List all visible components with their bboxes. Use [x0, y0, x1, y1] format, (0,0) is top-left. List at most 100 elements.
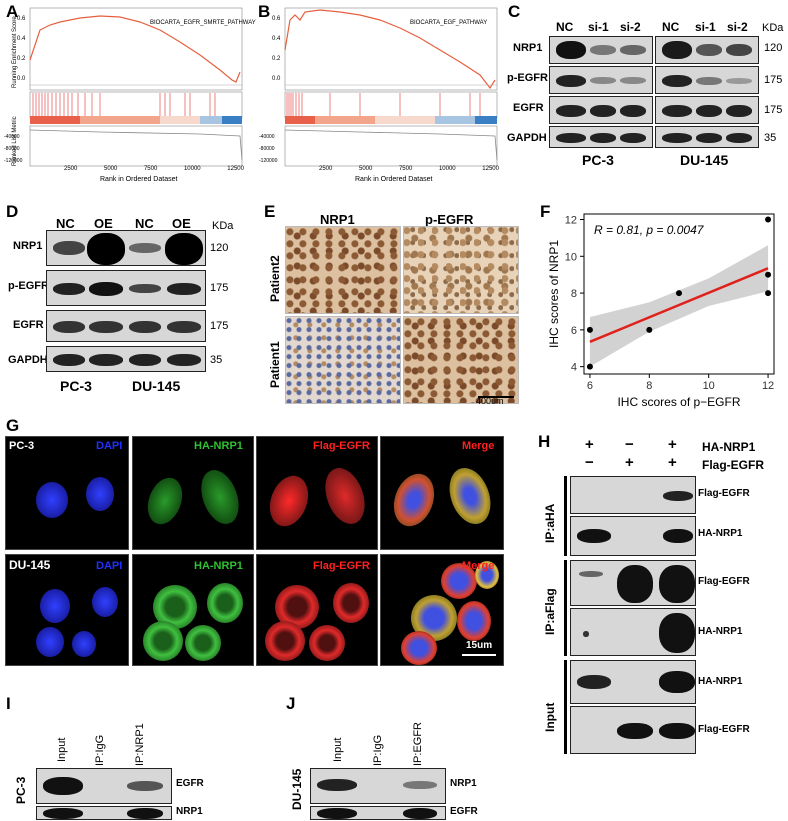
gsea-b-es-frame	[284, 7, 498, 91]
g-scale-text: 15um	[466, 640, 493, 651]
panel-label-a: A	[6, 2, 19, 21]
e-ihc-p2-pegfr	[403, 226, 519, 314]
xtick: 7500	[143, 166, 158, 172]
d-size-175a: 175	[210, 282, 229, 294]
c-blot-pegfr-du	[655, 66, 759, 94]
panel-label-i: I	[6, 694, 11, 713]
xtick: 2500	[64, 166, 78, 172]
f-xtick-label: 12	[762, 380, 774, 392]
j-lane-igg: IP:IgG	[372, 734, 384, 766]
f-ytick-label: 6	[571, 325, 577, 337]
gsea-plots	[29, 7, 498, 167]
i-cell-pc3: PC-3	[14, 776, 28, 804]
j-lane-egfr: IP:EGFR	[412, 721, 424, 766]
f-ytick-label: 12	[565, 215, 577, 227]
j-band-egfr: EGFR	[450, 806, 478, 817]
gsea-b-yticks: 0.6 0.4 0.2 0.0	[272, 16, 280, 82]
h-blot-5	[570, 660, 696, 704]
h-blot-2	[570, 516, 696, 556]
d-blot-egfr	[46, 310, 206, 342]
d-blot-gapdh	[46, 346, 206, 372]
f-data-point	[586, 363, 593, 370]
d-row-pegfr: p-EGFR	[8, 280, 49, 292]
f-ytick-label: 4	[571, 362, 577, 374]
f-ytick-label: 10	[565, 251, 577, 263]
h-ha-sign-3: +	[668, 436, 677, 453]
d-lane-nc-1: NC	[56, 216, 75, 231]
panel-label-b: B	[258, 2, 271, 21]
g-row-du145: DU-145	[9, 558, 51, 572]
f-ytick-label: 8	[571, 288, 577, 300]
c-row-nrp1: NRP1	[513, 42, 543, 54]
h-band-label-6: Flag-EGFR	[698, 724, 750, 735]
g-flag-label: Flag-EGFR	[313, 440, 370, 452]
ytick: 0.6	[272, 16, 281, 22]
gsea-b-metric-frame	[284, 125, 498, 167]
ytick: -80000	[4, 146, 20, 152]
e-row-patient2: Patient2	[268, 255, 282, 302]
d-row-nrp1: NRP1	[13, 240, 43, 252]
c-row-pegfr: p-EGFR	[507, 72, 548, 84]
g-dapi-label: DAPI	[96, 440, 123, 452]
g-du-merge	[380, 554, 504, 666]
gsea-a-yticks: 0.6 0.4 0.2 0.0	[17, 16, 25, 82]
d-row-egfr: EGFR	[13, 319, 44, 331]
j-blot-nrp1	[310, 768, 446, 804]
panel-label-h: H	[538, 432, 551, 451]
g-merge-label: Merge	[462, 440, 495, 452]
e-scale-bar	[478, 396, 514, 398]
h-band-label-3: Flag-EGFR	[698, 576, 750, 587]
i-lane-nrp1: IP:NRP1	[134, 723, 146, 766]
h-band-label-5: HA-NRP1	[698, 676, 743, 687]
g-dapi-label-2: DAPI	[96, 560, 123, 572]
e-ihc-p1-nrp1	[285, 316, 401, 404]
d-lane-oe-2: OE	[172, 216, 191, 231]
gsea-a-es-curve	[29, 15, 241, 83]
gsea-b-es-curve	[284, 9, 496, 90]
gsea-a-hits-frame	[29, 91, 243, 119]
xtick: 12500	[227, 166, 244, 172]
f-xtick-label: 8	[646, 380, 652, 392]
h-band-label-2: HA-NRP1	[698, 528, 743, 539]
g-du-flag	[256, 554, 378, 666]
panel-label-g: G	[6, 416, 20, 435]
gsea-a-hit-lines	[32, 93, 216, 117]
xtick: 10000	[183, 166, 201, 172]
f-fit-line	[589, 267, 769, 343]
h-blot-1	[570, 476, 696, 514]
h-flag-sign-3: +	[668, 454, 677, 471]
c-lane-nc-1: NC	[556, 20, 574, 34]
c-blot-nrp1-du	[655, 36, 759, 64]
d-blot-nrp1	[46, 230, 206, 266]
e-ihc-p2-nrp1	[285, 226, 401, 314]
f-data-point	[765, 290, 772, 297]
d-blot-pegfr	[46, 270, 206, 306]
h-flag-sign-1: −	[585, 454, 594, 471]
gsea-b-hits-frame	[284, 91, 498, 119]
h-flag-sign-2: +	[625, 454, 634, 471]
i-lane-igg: IP:IgG	[94, 734, 106, 766]
ytick: -120000	[259, 158, 278, 164]
c-kda: KDa	[762, 22, 784, 34]
f-data-point	[646, 326, 653, 333]
ytick: -120000	[4, 158, 23, 164]
g-ha-label-2: HA-NRP1	[194, 560, 243, 572]
xtick: 5000	[358, 166, 373, 172]
ytick: 0.2	[17, 56, 26, 62]
ytick: -40000	[4, 134, 20, 140]
f-data-point	[765, 271, 772, 278]
d-size-175b: 175	[210, 320, 229, 332]
d-row-gapdh: GAPDH	[8, 354, 48, 366]
g-scale-bar	[462, 654, 496, 656]
gsea-b-xlabel: Rank in Ordered Dataset	[355, 176, 433, 183]
d-size-120: 120	[210, 242, 229, 254]
xtick: 10000	[438, 166, 456, 172]
f-annotation: R = 0.81, p = 0.0047	[594, 223, 705, 237]
d-cell-pc3: PC-3	[60, 378, 92, 394]
h-flag-row: Flag-EGFR	[702, 458, 764, 472]
xtick: 5000	[103, 166, 118, 172]
g-du-ha	[132, 554, 254, 666]
f-xlabel: IHC scores of p−EGFR	[617, 395, 740, 409]
h-ha-sign-1: +	[585, 436, 594, 453]
